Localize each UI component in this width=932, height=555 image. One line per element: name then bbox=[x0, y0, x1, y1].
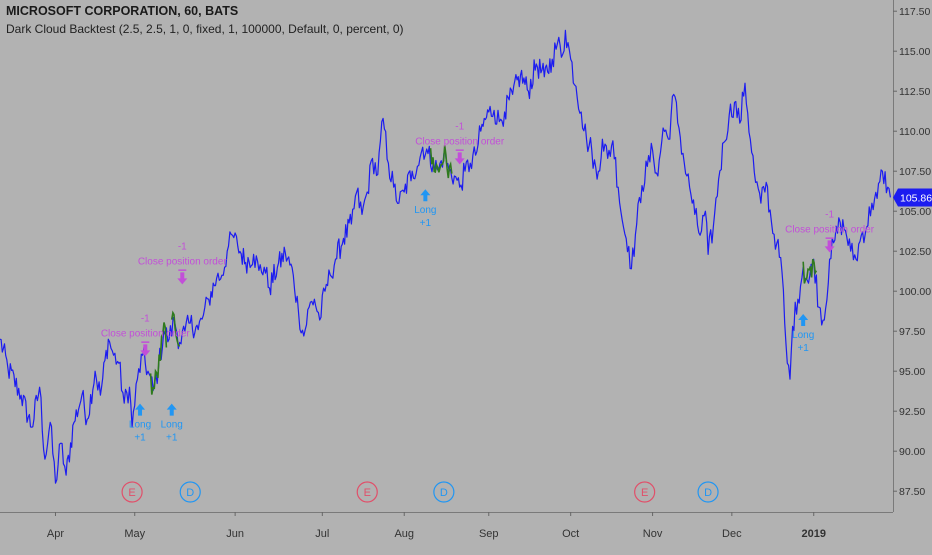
price-tick-label: 92.50 bbox=[899, 406, 925, 418]
badge-circle bbox=[697, 481, 719, 503]
close-qty: -1 bbox=[455, 121, 464, 132]
badge-circle bbox=[179, 481, 201, 503]
close-arrow-icon bbox=[824, 240, 835, 253]
close-arrow-bar bbox=[455, 149, 464, 151]
long-arrow-icon bbox=[166, 403, 177, 416]
symbol-title[interactable]: MICROSOFT CORPORATION, 60, BATS bbox=[6, 4, 239, 18]
close-label: Close position order bbox=[138, 256, 228, 267]
close-arrow-icon bbox=[177, 272, 188, 285]
long-qty: +1 bbox=[420, 218, 432, 229]
close-qty: -1 bbox=[178, 241, 187, 252]
price-axis[interactable]: 117.50 115.00 112.50 110.00 107.50 105.00 102.… bbox=[893, 0, 932, 550]
long-arrow-icon bbox=[135, 403, 146, 416]
price-tick-label: 105.00 bbox=[899, 206, 931, 218]
price-tick-label: 95.00 bbox=[899, 366, 925, 378]
time-tick-label: Dec bbox=[722, 528, 742, 540]
close-arrow-bar bbox=[178, 269, 187, 271]
last-price-label: 105.86 bbox=[893, 188, 932, 207]
strategy-signals: Long +1 Long +1 Long +1 Long +1 Close position o… bbox=[101, 121, 875, 443]
trade-highlight-3 bbox=[429, 145, 453, 179]
badge-letter: E bbox=[364, 487, 371, 499]
close-label: Close position order bbox=[415, 136, 505, 147]
price-tick-label: 110.00 bbox=[899, 126, 930, 138]
price-tick-label: 107.50 bbox=[899, 166, 931, 178]
long-label: Long bbox=[161, 420, 183, 431]
badge-circle bbox=[356, 481, 378, 503]
time-tick-label: Oct bbox=[562, 528, 579, 540]
trade-highlight-4 bbox=[802, 258, 818, 284]
long-signal-4: Long +1 bbox=[792, 314, 814, 354]
price-tick-label: 115.00 bbox=[899, 46, 930, 58]
long-qty: +1 bbox=[134, 433, 146, 444]
last-price-value: 105.86 bbox=[900, 192, 932, 204]
badge-letter: E bbox=[128, 487, 135, 499]
earnings-badge-5[interactable]: E bbox=[634, 481, 656, 503]
badge-letter: D bbox=[440, 487, 448, 499]
time-tick-label: Jul bbox=[315, 528, 329, 540]
trade-highlight-2 bbox=[170, 310, 181, 347]
time-tick-label: Nov bbox=[643, 528, 663, 540]
time-tick-label: Sep bbox=[479, 528, 499, 540]
long-qty: +1 bbox=[166, 433, 178, 444]
price-tick-label: 102.50 bbox=[899, 246, 931, 258]
price-tick-label: 97.50 bbox=[899, 326, 925, 338]
last-price-badge bbox=[893, 188, 932, 207]
badge-circle bbox=[433, 481, 455, 503]
long-signal-2: Long +1 bbox=[161, 403, 183, 444]
close-signal-5: Close position order -1 bbox=[101, 313, 191, 357]
price-tick-label: 112.50 bbox=[899, 86, 930, 98]
badge-letter: D bbox=[704, 487, 712, 499]
price-tick-label: 90.00 bbox=[899, 446, 925, 458]
dividend-badge-2[interactable]: D bbox=[179, 481, 201, 503]
price-tick-label: 117.50 bbox=[899, 6, 930, 18]
time-tick-label: Aug bbox=[394, 528, 414, 540]
close-arrow-bar bbox=[825, 237, 834, 239]
long-label: Long bbox=[129, 420, 151, 431]
time-axis-panel bbox=[0, 512, 932, 550]
dividend-badge-4[interactable]: D bbox=[433, 481, 455, 503]
long-arrow-icon bbox=[798, 314, 809, 326]
time-tick-label: May bbox=[124, 528, 145, 540]
close-arrow-icon bbox=[454, 152, 465, 165]
long-signal-3: Long +1 bbox=[414, 189, 436, 229]
close-signal-8: Close position order -1 bbox=[785, 209, 875, 253]
price-axis-panel bbox=[893, 0, 932, 550]
close-arrow-bar bbox=[141, 341, 150, 343]
close-qty: -1 bbox=[141, 313, 150, 324]
close-label: Close position order bbox=[101, 328, 191, 339]
time-tick-label: 2019 bbox=[801, 528, 825, 540]
badge-letter: E bbox=[641, 487, 648, 499]
study-legend[interactable]: Dark Cloud Backtest (2.5, 2.5, 1, 0, fix… bbox=[6, 22, 404, 36]
time-tick-label: Jun bbox=[226, 528, 244, 540]
long-label: Long bbox=[792, 330, 814, 341]
close-signal-7: Close position order -1 bbox=[415, 121, 505, 165]
price-tick-label: 100.00 bbox=[899, 286, 931, 298]
badge-circle bbox=[634, 481, 656, 503]
earnings-badge-3[interactable]: E bbox=[356, 481, 378, 503]
close-label: Close position order bbox=[785, 224, 875, 235]
long-arrow-icon bbox=[420, 189, 431, 202]
close-qty: -1 bbox=[825, 209, 834, 220]
badge-circle bbox=[121, 481, 143, 503]
dividend-badge-6[interactable]: D bbox=[697, 481, 719, 503]
long-qty: +1 bbox=[797, 343, 809, 354]
earnings-badge-1[interactable]: E bbox=[121, 481, 143, 503]
badge-letter: D bbox=[186, 487, 194, 499]
close-arrow-icon bbox=[140, 344, 151, 357]
long-label: Long bbox=[414, 205, 436, 216]
long-signal-1: Long +1 bbox=[129, 403, 151, 444]
trade-highlight-1 bbox=[149, 322, 168, 395]
close-signal-6: Close position order -1 bbox=[138, 241, 228, 285]
price-tick-label: 87.50 bbox=[899, 486, 925, 498]
time-tick-label: Apr bbox=[47, 528, 64, 540]
time-axis[interactable]: Apr May Jun Jul Aug Sep Oct Nov Dec 2019 bbox=[0, 512, 932, 550]
